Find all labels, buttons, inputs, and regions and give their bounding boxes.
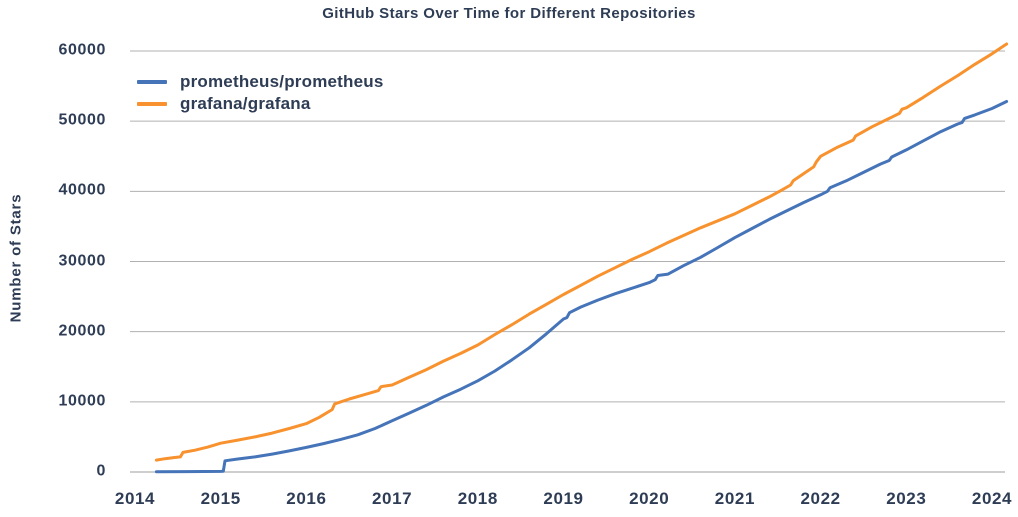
y-tick-label-50000: 50000 [58,111,106,129]
x-tick-label-2017: 2017 [371,489,413,508]
y-tick-label-20000: 20000 [58,321,106,339]
x-tick-label-2015: 2015 [200,489,241,508]
series-line-grafana [154,42,1009,462]
x-tick-label-2016: 2016 [286,489,327,508]
x-tick-label-2018: 2018 [457,489,498,508]
legend-item-prometheus: prometheus/prometheus [137,72,384,92]
legend-label-prometheus: prometheus/prometheus [180,72,384,91]
legend-label-grafana: grafana/grafana [180,94,311,113]
chart-title: GitHub Stars Over Time for Different Rep… [322,5,696,22]
x-tick-label-2019: 2019 [543,489,584,508]
x-tick-label-2024: 2024 [971,489,1013,508]
x-tick-label-2023: 2023 [886,489,927,508]
y-tick-label-0: 0 [96,462,106,480]
series-line-prometheus [154,100,1009,474]
y-tick-label-60000: 60000 [58,41,106,59]
x-tick-label-2021: 2021 [714,489,755,508]
legend: prometheus/prometheus grafana/grafana [137,72,384,114]
legend-item-grafana: grafana/grafana [137,94,384,114]
x-tick-label-2022: 2022 [800,489,841,508]
y-tick-label-10000: 10000 [58,392,106,410]
grafana-line-swatch [137,102,167,106]
y-tick-label-40000: 40000 [58,181,106,199]
y-tick-label-30000: 30000 [58,251,106,269]
prometheus-line-swatch [137,80,167,84]
x-tick-label-2020: 2020 [629,489,670,508]
x-tick-label-2014: 2014 [114,489,156,508]
